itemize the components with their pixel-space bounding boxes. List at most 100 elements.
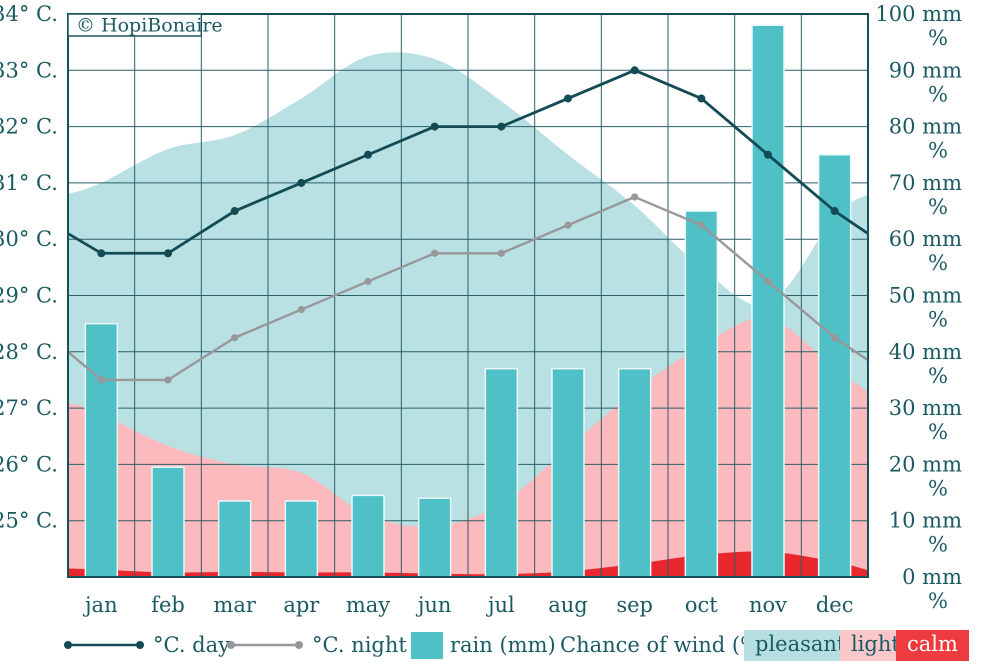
right-axis-label-10: 10 mm — [889, 509, 962, 533]
right-axis-unit-50: % — [928, 308, 948, 332]
legend-item-rain: rain (mm) — [411, 623, 556, 667]
legend: °C. day °C. night rain (mm) Chance of wi… — [0, 623, 1000, 667]
night-temp-point-mar — [231, 334, 239, 342]
month-label-jul: jul — [485, 593, 515, 617]
left-axis-label-34: 34° C. — [0, 2, 58, 26]
day-temp-point-jul — [497, 122, 506, 131]
right-axis-label-40: 40 mm — [889, 340, 962, 364]
rain-bar-jul — [484, 367, 519, 578]
night-temp-point-nov — [764, 277, 772, 286]
day-temp-point-sep — [630, 66, 639, 75]
rain-bar-apr — [284, 500, 319, 578]
month-label-aug: aug — [548, 593, 588, 617]
night-temp-point-feb — [164, 376, 172, 384]
climate-chart: © HopiBonaire 34° C. 33° C. 32° C. 31° C. 30°… — [0, 2, 963, 617]
watermark-box — [67, 13, 203, 37]
right-axis-unit-20: % — [928, 476, 948, 500]
day-temp-point-aug — [564, 94, 572, 103]
night-temp-point-may — [364, 277, 372, 286]
rain-swatch — [411, 631, 443, 659]
day-temp-point-jan — [97, 249, 106, 258]
month-label-dec: dec — [816, 593, 854, 617]
night-line-swatch — [227, 641, 303, 649]
rain-bar-oct — [684, 210, 719, 578]
night-temp-point-aug — [564, 221, 572, 229]
legend-night-label: °C. night — [312, 633, 407, 657]
rain-bar-feb — [151, 466, 185, 578]
left-axis-label-30: 30° C. — [0, 227, 58, 251]
day-temp-point-nov — [764, 150, 772, 159]
night-temp-series — [67, 193, 869, 384]
legend-item-pleasant: pleasant — [744, 623, 857, 667]
month-label-feb: feb — [151, 593, 185, 617]
legend-rain-label: rain (mm) — [450, 633, 556, 657]
right-axis-unit-90: % — [928, 82, 948, 106]
day-temp-point-jun — [430, 122, 439, 131]
right-axis-label-80: 80 mm — [889, 115, 962, 139]
right-axis-unit-80: % — [928, 139, 948, 163]
right-axis-label-50: 50 mm — [889, 284, 962, 308]
legend-wind-label: Chance of wind (%) — [560, 633, 769, 657]
left-axis-label-28: 28° C. — [0, 340, 58, 364]
left-axis-label-29: 29° C. — [0, 284, 58, 308]
night-temp-line — [67, 195, 869, 382]
night-temp-point-sep — [631, 193, 639, 201]
month-label-jun: jun — [415, 593, 452, 617]
right-axis-unit-30: % — [928, 420, 948, 444]
watermark: © HopiBonaire — [76, 15, 223, 37]
pleasant-chip: pleasant — [744, 629, 857, 661]
rain-bar-aug — [551, 367, 585, 578]
rain-bar-jun — [417, 497, 452, 578]
left-axis-label-27: 27° C. — [0, 396, 58, 420]
legend-item-night-temp: °C. night — [225, 623, 407, 667]
plot-border — [67, 13, 869, 578]
rain-bar-mar — [217, 500, 252, 578]
day-temp-line — [67, 68, 869, 255]
right-axis-label-0: 0 mm — [902, 565, 962, 589]
rain-bar-dec — [817, 154, 852, 578]
month-label-jan: jan — [82, 593, 118, 617]
month-label-mar: mar — [213, 593, 256, 617]
night-temp-point-apr — [297, 305, 305, 314]
rain-bar-nov — [751, 24, 785, 578]
month-label-nov: nov — [749, 593, 787, 617]
legend-day-label: °C. day — [153, 633, 230, 657]
left-axis-label-33: 33° C. — [0, 58, 58, 82]
legend-item-day-temp: °C. day — [62, 623, 230, 667]
day-temp-point-feb — [164, 249, 172, 258]
left-axis-label-25: 25° C. — [0, 509, 58, 533]
left-axis-label-26: 26° C. — [0, 452, 58, 476]
night-temp-point-oct — [697, 221, 705, 229]
day-temp-point-apr — [297, 178, 306, 187]
day-line-swatch — [64, 641, 144, 649]
day-temp-point-dec — [830, 207, 839, 216]
month-label-oct: oct — [685, 593, 718, 617]
right-axis-unit-60: % — [928, 251, 948, 275]
gridlines — [68, 14, 868, 577]
day-temp-point-may — [364, 150, 372, 159]
left-axis-label-31: 31° C. — [0, 171, 58, 195]
calm-chip: calm — [896, 629, 969, 661]
right-axis-unit-70: % — [928, 195, 948, 219]
night-temp-point-dec — [831, 334, 839, 342]
month-label-apr: apr — [283, 593, 320, 617]
right-axis-label-20: 20 mm — [889, 452, 962, 476]
left-axis-label-32: 32° C. — [0, 115, 58, 139]
legend-wind-title: Chance of wind (%) — [560, 623, 768, 667]
month-label-may: may — [346, 593, 390, 617]
right-axis-label-30: 30 mm — [889, 396, 962, 420]
night-temp-point-jul — [497, 249, 505, 257]
right-axis-label-60: 60 mm — [889, 227, 962, 251]
day-temp-series — [67, 66, 869, 258]
right-axis-label-90: 90 mm — [889, 58, 962, 82]
right-axis-unit-0: % — [928, 589, 948, 613]
rain-bar-sep — [617, 367, 652, 578]
day-temp-point-mar — [230, 207, 239, 216]
legend-item-calm: calm — [896, 623, 969, 667]
right-axis-label-70: 70 mm — [889, 171, 962, 195]
right-axis-unit-40: % — [928, 364, 948, 388]
right-axis-unit-100: % — [928, 26, 948, 50]
night-temp-point-jun — [431, 249, 439, 257]
day-temp-point-oct — [697, 94, 706, 103]
